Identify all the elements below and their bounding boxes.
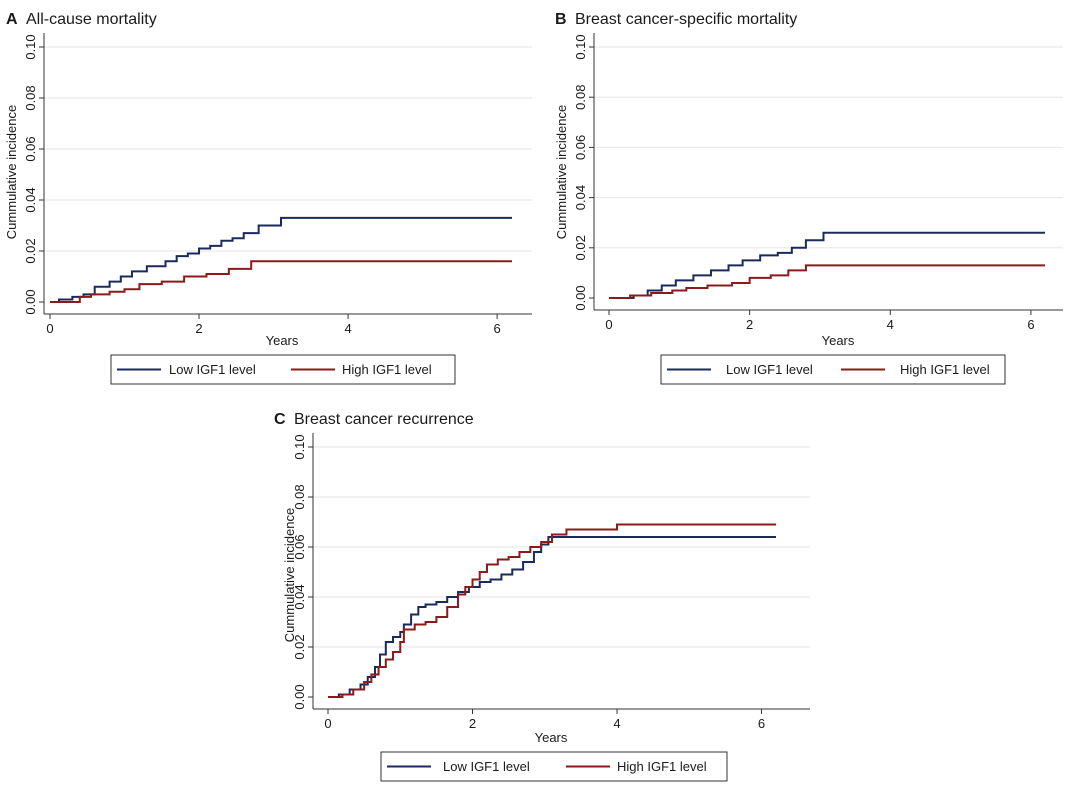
panel-c-title: Breast cancer recurrence	[294, 411, 474, 428]
panel-c-legend-box	[380, 751, 728, 782]
panel-b-letter: B	[555, 11, 567, 28]
panel-b-series-low-igf1	[609, 231, 1045, 299]
panel-a-series-low-igf1	[50, 216, 512, 303]
panel-a-x-tick-label: 0	[46, 321, 53, 336]
panel-c-xlabel: Years	[535, 730, 568, 745]
panel-c-legend-low-label: Low IGF1 level	[443, 759, 530, 774]
panel-b-y-tick-label: 0.04	[573, 185, 588, 210]
panel-c-y-tick-label: 0.06	[292, 534, 307, 559]
panel-a-title: All-cause mortality	[26, 11, 157, 28]
panel-c-legend: Low IGF1 level High IGF1 level	[380, 751, 728, 782]
panel-a: A All-cause mortality 0.000.020.040.060.…	[4, 11, 532, 385]
panel-a-ylabel: Cummulative incidence	[4, 105, 19, 239]
panel-b-legend-high-label: High IGF1 level	[900, 362, 990, 377]
panel-c-ylabel: Cummulative incidence	[282, 508, 297, 642]
panel-b-legend-box	[660, 354, 1006, 385]
panel-b: B Breast cancer-specific mortality 0.000…	[554, 11, 1063, 385]
panel-b-series-high-igf1	[609, 264, 1045, 299]
panel-b-y-tick-label: 0.00	[573, 285, 588, 310]
panel-c-x-tick-label: 6	[758, 716, 765, 731]
panel-c-y-tick-label: 0.02	[292, 634, 307, 659]
panel-a-y-tick-label: 0.02	[23, 238, 38, 263]
panel-c-x-tick-label: 4	[613, 716, 620, 731]
panel-a-legend: Low IGF1 level High IGF1 level	[110, 354, 456, 385]
panel-c-legend-high-label: High IGF1 level	[617, 759, 707, 774]
panel-c: C Breast cancer recurrence 0.000.020.040…	[274, 411, 810, 782]
panel-a-x-tick-label: 6	[493, 321, 500, 336]
panel-b-y-tick-label: 0.08	[573, 85, 588, 110]
panel-c-plot: 0.00 0.02 0.04 0.06 0.08 0.10 0 2 4 6	[292, 433, 810, 731]
panel-a-legend-box	[110, 354, 456, 385]
panel-a-x-tick-label: 2	[195, 321, 202, 336]
panel-b-legend: Low IGF1 level High IGF1 level	[660, 354, 1006, 385]
panel-b-x-tick-label: 0	[605, 317, 612, 332]
panel-b-xlabel: Years	[822, 333, 855, 348]
panel-a-y-tick-label: 0.06	[23, 136, 38, 161]
panel-b-y-tick-label: 0.02	[573, 235, 588, 260]
panel-a-xlabel: Years	[266, 333, 299, 348]
panel-b-legend-low-label: Low IGF1 level	[726, 362, 813, 377]
panel-a-legend-high-label: High IGF1 level	[342, 362, 432, 377]
panel-c-y-tick-label: 0.10	[292, 434, 307, 459]
panel-a-y-tick-label: 0.08	[23, 85, 38, 110]
panel-c-series-low-igf1	[328, 536, 776, 698]
panel-a-letter: A	[6, 11, 18, 28]
panel-a-y-tick-label: 0.10	[23, 34, 38, 59]
panel-a-legend-low-label: Low IGF1 level	[169, 362, 256, 377]
panel-a-x-tick-label: 4	[344, 321, 351, 336]
panel-c-y-tick-label: 0.00	[292, 684, 307, 709]
panel-a-y-tick-label: 0.04	[23, 187, 38, 212]
panel-b-x-tick-label: 2	[746, 317, 753, 332]
panel-c-y-tick-label: 0.08	[292, 484, 307, 509]
panel-b-y-tick-label: 0.10	[573, 34, 588, 59]
panel-a-series-high-igf1	[50, 260, 512, 303]
panel-b-y-tick-label: 0.06	[573, 135, 588, 160]
panel-b-x-tick-label: 4	[887, 317, 894, 332]
panel-c-y-tick-label: 0.04	[292, 584, 307, 609]
panel-a-y-tick-label: 0.00	[23, 289, 38, 314]
panel-b-title: Breast cancer-specific mortality	[575, 11, 797, 28]
panel-c-x-tick-label: 0	[324, 716, 331, 731]
panel-b-ylabel: Cummulative incidence	[554, 105, 569, 239]
panel-a-plot: 0.00 0.02 0.04 0.06 0.08 0.10 0 2 4 6	[23, 33, 532, 336]
panel-b-x-tick-label: 6	[1027, 317, 1034, 332]
panel-b-plot: 0.00 0.02 0.04 0.06 0.08 0.10 0 2 4 6	[573, 33, 1063, 332]
panel-c-series-high-igf1	[328, 523, 776, 698]
panel-c-letter: C	[274, 411, 286, 428]
panel-c-x-tick-label: 2	[469, 716, 476, 731]
